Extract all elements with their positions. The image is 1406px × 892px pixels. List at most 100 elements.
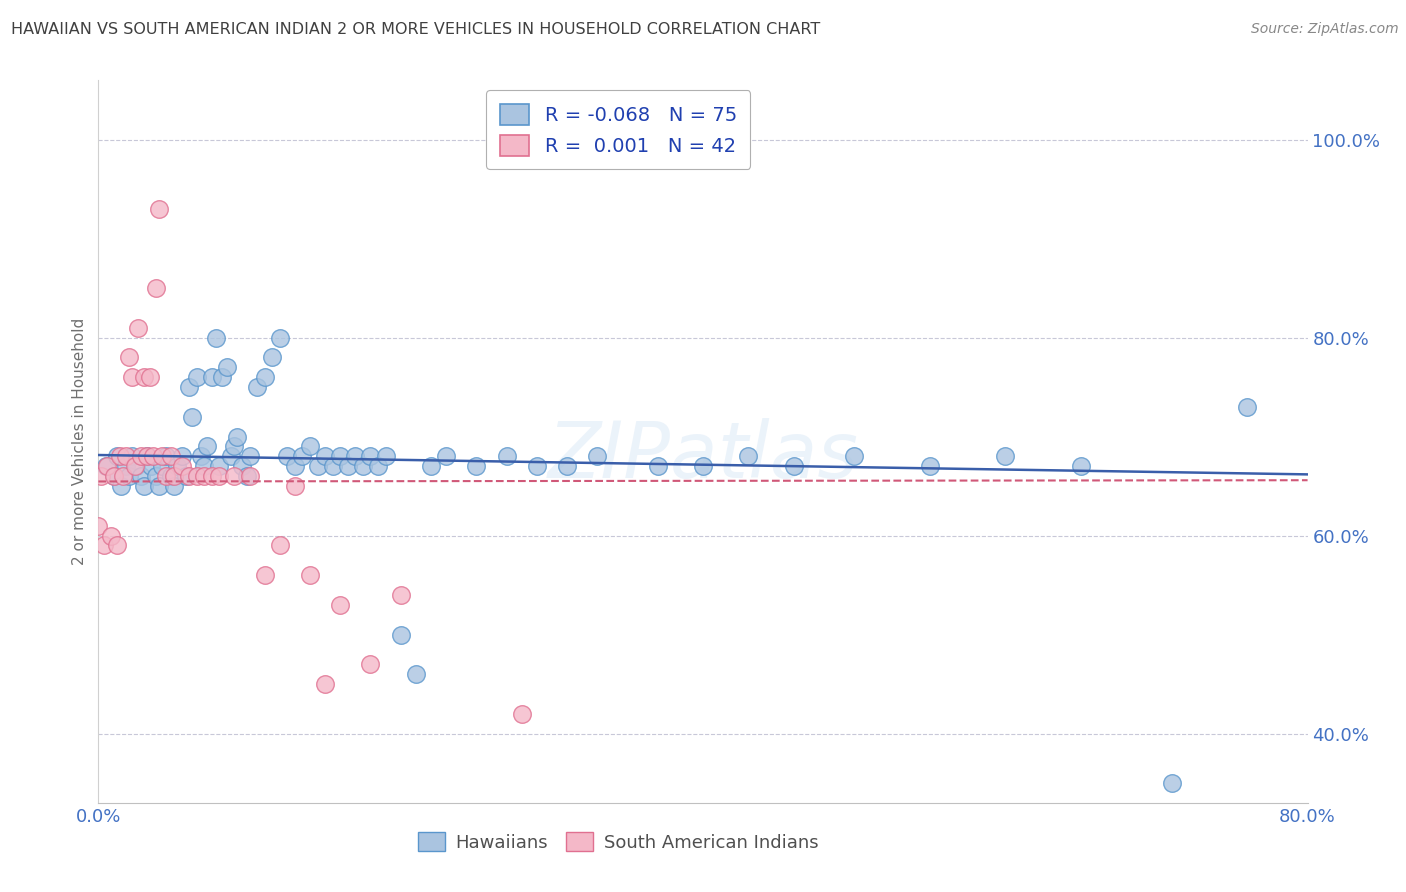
Point [221,450,243,464]
Point [269,539,291,553]
Point [284,459,307,474]
Point [844,450,866,464]
Point [329,450,352,464]
Point [235,469,257,483]
Point [692,459,714,474]
Point [145,469,167,483]
Point [1160,776,1182,790]
Point [389,588,412,602]
Point [352,459,374,474]
Point [374,450,396,464]
Point [299,568,322,582]
Text: ZIPatlas: ZIPatlas [547,418,859,494]
Point [127,320,149,334]
Point [299,440,322,454]
Point [737,450,759,464]
Point [205,330,228,344]
Point [322,459,344,474]
Point [105,450,128,464]
Point [201,469,224,483]
Point [276,450,298,464]
Point [110,479,132,493]
Point [495,450,517,464]
Point [155,469,177,483]
Point [389,627,412,641]
Point [129,469,152,483]
Point [262,351,284,365]
Point [135,450,157,464]
Point [181,409,204,424]
Point [239,450,262,464]
Point [224,440,246,454]
Point [1070,459,1092,474]
Point [129,450,152,464]
Point [783,459,806,474]
Point [208,469,231,483]
Point [163,469,186,483]
Point [105,539,128,553]
Point [114,459,136,474]
Y-axis label: 2 or more Vehicles in Household: 2 or more Vehicles in Household [72,318,87,566]
Point [148,202,170,216]
Point [179,380,201,394]
Point [510,706,533,721]
Point [215,360,238,375]
Point [360,450,382,464]
Point [284,479,307,493]
Point [100,528,122,542]
Point [96,459,118,474]
Point [526,459,548,474]
Point [193,469,215,483]
Point [142,450,165,464]
Point [994,450,1017,464]
Point [246,380,269,394]
Point [121,370,143,384]
Point [420,459,443,474]
Text: Source: ZipAtlas.com: Source: ZipAtlas.com [1251,22,1399,37]
Point [150,450,173,464]
Point [114,450,136,464]
Point [336,459,359,474]
Point [118,351,141,365]
Point [135,450,157,464]
Point [647,459,669,474]
Point [166,459,188,474]
Point [367,459,389,474]
Point [360,657,382,672]
Point [160,469,183,483]
Point [195,440,218,454]
Point [314,450,336,464]
Text: HAWAIIAN VS SOUTH AMERICAN INDIAN 2 OR MORE VEHICLES IN HOUSEHOLD CORRELATION CH: HAWAIIAN VS SOUTH AMERICAN INDIAN 2 OR M… [11,22,821,37]
Point [586,450,609,464]
Point [103,469,125,483]
Point [329,598,352,612]
Point [132,479,155,493]
Point [253,568,276,582]
Point [174,469,197,483]
Point [160,450,183,464]
Point [186,370,208,384]
Point [291,450,314,464]
Point [211,370,233,384]
Point [118,469,141,483]
Point [141,459,163,474]
Point [87,518,110,533]
Point [170,450,193,464]
Point [465,459,488,474]
Point [111,469,134,483]
Point [307,459,329,474]
Point [344,450,367,464]
Point [125,459,148,474]
Point [555,459,578,474]
Point [163,479,186,493]
Point [139,370,162,384]
Point [269,330,291,344]
Point [132,370,155,384]
Point [90,469,112,483]
Point [201,370,224,384]
Point [103,469,125,483]
Point [405,667,427,681]
Point [186,469,208,483]
Point [93,539,115,553]
Point [434,450,457,464]
